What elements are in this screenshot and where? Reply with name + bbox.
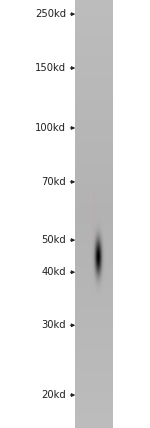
Text: 40kd: 40kd [41, 267, 66, 277]
Text: 70kd: 70kd [41, 177, 66, 187]
Text: www.ptglab.com: www.ptglab.com [91, 188, 96, 240]
Text: 250kd: 250kd [35, 9, 66, 19]
Text: 30kd: 30kd [41, 320, 66, 330]
Text: 100kd: 100kd [35, 123, 66, 133]
Text: 150kd: 150kd [35, 63, 66, 73]
Text: 50kd: 50kd [41, 235, 66, 245]
Text: 20kd: 20kd [41, 390, 66, 400]
